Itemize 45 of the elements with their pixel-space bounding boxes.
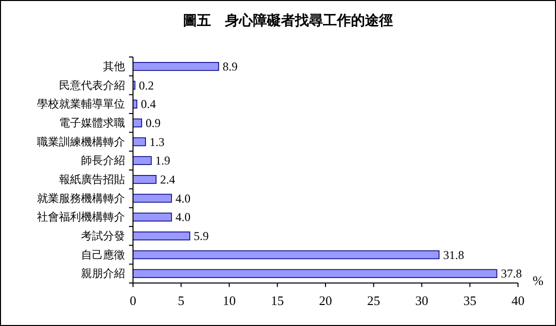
x-tick-label: 10 [222, 293, 236, 308]
y-tick-label: 自己應徵 [81, 248, 125, 262]
data-label: 2.4 [160, 172, 176, 186]
x-tick-label: 40 [512, 293, 524, 308]
y-tick-label: 就業服務機構轉介 [37, 192, 125, 205]
bar [132, 118, 142, 128]
data-label: 4.0 [176, 210, 190, 224]
y-tick-label: 職業訓練機構轉介 [37, 135, 125, 148]
bar [132, 194, 172, 203]
bar [132, 232, 190, 240]
bar [132, 250, 440, 260]
data-label: 0.9 [146, 116, 161, 130]
y-tick-label: 電子媒體求職 [59, 116, 125, 130]
y-tick-label: 考試分發 [81, 229, 125, 242]
data-label: 37.8 [500, 266, 522, 281]
bar [132, 137, 146, 146]
data-label: 0.4 [140, 97, 156, 112]
x-tick-label: 15 [270, 293, 284, 308]
y-tick-label: 師長介紹 [81, 154, 125, 168]
bar [132, 269, 498, 278]
data-label: 1.3 [150, 134, 165, 149]
x-tick-label: 5 [178, 293, 184, 308]
x-tick-label: 35 [463, 293, 476, 308]
data-label: 8.9 [222, 59, 238, 74]
chart-title: 圖五 身心障礙者找尋工作的途徑 [183, 12, 393, 29]
y-tick-label: 社會福利機構轉介 [37, 210, 125, 224]
data-label: 5.9 [194, 228, 209, 243]
y-tick-label: 其他 [103, 60, 125, 73]
bar [132, 156, 152, 165]
y-tick-label: 報紙廣告招貼 [59, 172, 125, 186]
y-tick-label: 民意代表介紹 [59, 78, 125, 92]
data-label: 0.2 [138, 78, 154, 92]
y-tick-label: 親朋介紹 [81, 267, 125, 280]
y-tick-label: 學校就業輔導單位 [37, 98, 125, 111]
x-tick-label: 0 [130, 293, 136, 308]
bar [132, 62, 220, 71]
x-axis-title: % [532, 273, 544, 288]
x-tick-label: 30 [415, 293, 428, 308]
data-label: 1.9 [155, 154, 170, 168]
data-label: 4.0 [176, 191, 190, 206]
x-tick-label: 20 [319, 293, 332, 308]
data-label: 31.8 [443, 248, 464, 262]
bar [132, 212, 172, 222]
x-tick-label: 25 [367, 293, 380, 308]
bar [132, 175, 156, 184]
